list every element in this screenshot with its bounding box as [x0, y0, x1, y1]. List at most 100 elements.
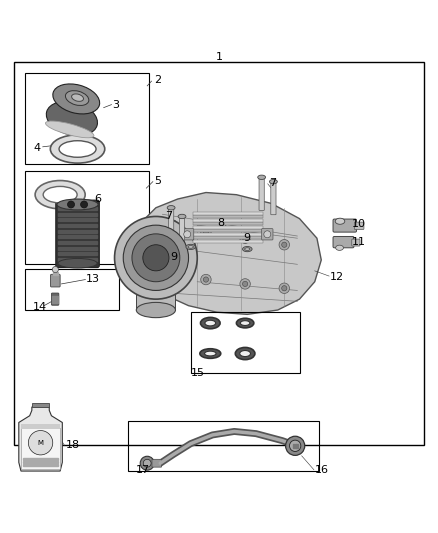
FancyBboxPatch shape	[169, 207, 174, 239]
Circle shape	[81, 201, 88, 208]
Ellipse shape	[65, 91, 89, 106]
Bar	[25, 73, 149, 164]
Bar	[136, 258, 176, 310]
Bar	[21, 429, 60, 469]
Bar	[293, 443, 294, 448]
Bar	[58, 236, 97, 238]
Circle shape	[28, 431, 53, 455]
Bar	[127, 421, 319, 471]
Text: 2: 2	[154, 75, 161, 85]
Ellipse shape	[35, 181, 85, 209]
FancyBboxPatch shape	[50, 274, 60, 287]
Ellipse shape	[71, 94, 84, 101]
Bar	[58, 241, 97, 244]
Bar	[25, 171, 149, 264]
Text: 7: 7	[165, 212, 172, 221]
Bar	[191, 312, 300, 373]
Bar	[193, 236, 262, 239]
Circle shape	[132, 234, 180, 282]
FancyBboxPatch shape	[181, 229, 194, 240]
Text: 18: 18	[65, 440, 79, 450]
Text: 6: 6	[94, 194, 101, 204]
FancyBboxPatch shape	[56, 200, 99, 268]
Text: 12: 12	[330, 272, 344, 282]
FancyBboxPatch shape	[354, 222, 364, 230]
Text: 5: 5	[154, 176, 161, 186]
Bar	[58, 230, 97, 233]
Text: 9: 9	[243, 233, 250, 243]
Circle shape	[264, 231, 271, 238]
Bar	[23, 462, 58, 463]
Ellipse shape	[46, 121, 94, 138]
Circle shape	[67, 201, 74, 208]
Text: 13: 13	[86, 273, 100, 284]
Circle shape	[290, 440, 301, 451]
Ellipse shape	[59, 141, 96, 157]
FancyBboxPatch shape	[333, 237, 354, 248]
Ellipse shape	[167, 206, 175, 210]
Circle shape	[279, 283, 290, 294]
Circle shape	[184, 231, 191, 238]
Bar	[58, 258, 97, 261]
Ellipse shape	[178, 214, 186, 219]
Circle shape	[243, 281, 248, 287]
Bar	[58, 247, 97, 250]
Ellipse shape	[50, 135, 105, 163]
Circle shape	[123, 225, 188, 290]
Bar	[21, 424, 60, 429]
Bar	[193, 222, 262, 225]
Ellipse shape	[58, 259, 97, 268]
Bar	[193, 212, 262, 215]
Text: 15: 15	[191, 368, 205, 378]
Ellipse shape	[237, 318, 254, 328]
Text: 7: 7	[269, 177, 276, 188]
Ellipse shape	[243, 246, 252, 252]
Circle shape	[279, 239, 290, 250]
Ellipse shape	[136, 302, 176, 318]
Text: 10: 10	[352, 219, 366, 229]
Bar	[193, 240, 262, 243]
Bar	[193, 226, 262, 229]
Bar	[58, 207, 97, 210]
Circle shape	[282, 286, 287, 291]
Text: 11: 11	[352, 237, 366, 247]
Circle shape	[203, 277, 208, 282]
Circle shape	[240, 233, 251, 244]
Ellipse shape	[258, 175, 265, 180]
Bar	[295, 443, 296, 448]
FancyBboxPatch shape	[180, 216, 185, 247]
Text: 16: 16	[315, 465, 329, 475]
Ellipse shape	[205, 351, 216, 356]
Text: 14: 14	[33, 302, 47, 312]
FancyBboxPatch shape	[259, 177, 264, 211]
Ellipse shape	[269, 180, 277, 184]
Circle shape	[115, 216, 197, 299]
Bar	[52, 300, 58, 301]
Text: 17: 17	[136, 465, 150, 475]
Ellipse shape	[188, 246, 193, 248]
Bar	[58, 219, 97, 221]
Bar	[193, 215, 262, 218]
Circle shape	[143, 245, 169, 271]
FancyBboxPatch shape	[352, 239, 360, 246]
Ellipse shape	[186, 244, 195, 249]
Ellipse shape	[245, 248, 250, 251]
Bar	[58, 213, 97, 216]
FancyBboxPatch shape	[261, 229, 273, 240]
Circle shape	[286, 436, 305, 455]
Text: 9: 9	[170, 252, 177, 262]
Bar	[53, 272, 58, 275]
Ellipse shape	[46, 101, 98, 136]
Polygon shape	[19, 407, 62, 471]
Circle shape	[203, 229, 208, 235]
Ellipse shape	[335, 218, 345, 224]
Text: M: M	[38, 440, 43, 446]
Ellipse shape	[240, 351, 251, 357]
Text: 4: 4	[33, 143, 40, 152]
Text: 8: 8	[217, 217, 224, 228]
Bar	[297, 443, 298, 448]
Bar	[23, 458, 58, 460]
Bar	[32, 403, 49, 407]
Ellipse shape	[135, 251, 177, 264]
FancyBboxPatch shape	[152, 459, 162, 467]
